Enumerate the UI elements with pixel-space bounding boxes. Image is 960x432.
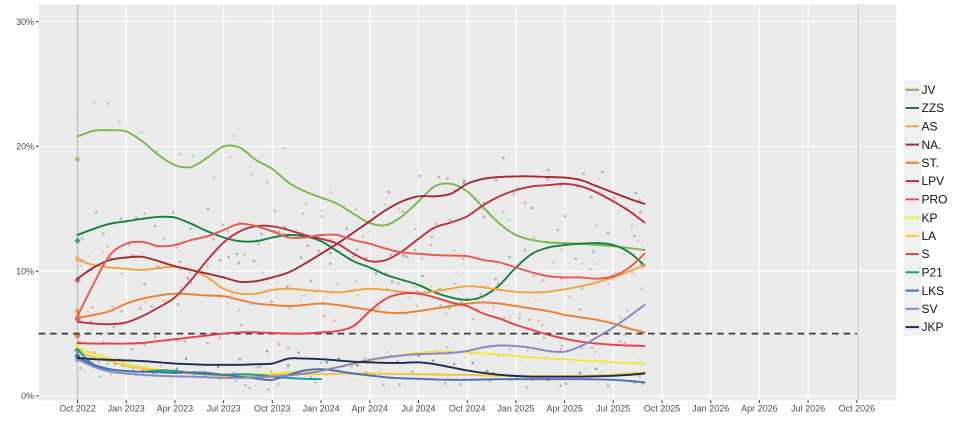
svg-text:NA.: NA. [922, 138, 942, 152]
svg-text:Oct 2024: Oct 2024 [449, 404, 486, 414]
svg-text:ST.: ST. [922, 156, 939, 170]
svg-text:P21: P21 [922, 266, 944, 280]
svg-text:Jan 2025: Jan 2025 [497, 404, 534, 414]
svg-text:KP: KP [922, 211, 938, 225]
svg-text:Jul 2023: Jul 2023 [207, 404, 241, 414]
svg-text:Jul 2025: Jul 2025 [596, 404, 630, 414]
svg-text:30%: 30% [16, 17, 34, 27]
svg-text:Apr 2023: Apr 2023 [157, 404, 194, 414]
svg-text:Jan 2026: Jan 2026 [692, 404, 729, 414]
svg-text:Apr 2026: Apr 2026 [741, 404, 778, 414]
svg-text:ZZS: ZZS [922, 101, 945, 115]
svg-text:LKS: LKS [922, 284, 945, 298]
svg-text:LA: LA [922, 229, 937, 243]
svg-text:Jul 2026: Jul 2026 [791, 404, 825, 414]
svg-text:PRO: PRO [922, 193, 948, 207]
svg-text:Oct 2025: Oct 2025 [644, 404, 681, 414]
svg-text:AS: AS [922, 120, 938, 134]
svg-text:Oct 2026: Oct 2026 [839, 404, 876, 414]
svg-text:SV: SV [922, 302, 938, 316]
svg-text:LPV: LPV [922, 174, 945, 188]
svg-text:JV: JV [922, 83, 936, 97]
svg-text:Jan 2024: Jan 2024 [303, 404, 340, 414]
svg-text:Apr 2025: Apr 2025 [546, 404, 583, 414]
svg-text:20%: 20% [16, 142, 34, 152]
svg-text:Oct 2022: Oct 2022 [59, 404, 96, 414]
svg-text:JKP: JKP [922, 320, 944, 334]
svg-text:Jul 2024: Jul 2024 [401, 404, 435, 414]
svg-text:Apr 2024: Apr 2024 [352, 404, 389, 414]
svg-text:0%: 0% [21, 391, 34, 401]
svg-text:S: S [922, 247, 930, 261]
svg-text:Oct 2023: Oct 2023 [254, 404, 291, 414]
svg-text:Jan 2023: Jan 2023 [108, 404, 145, 414]
svg-text:10%: 10% [16, 266, 34, 276]
